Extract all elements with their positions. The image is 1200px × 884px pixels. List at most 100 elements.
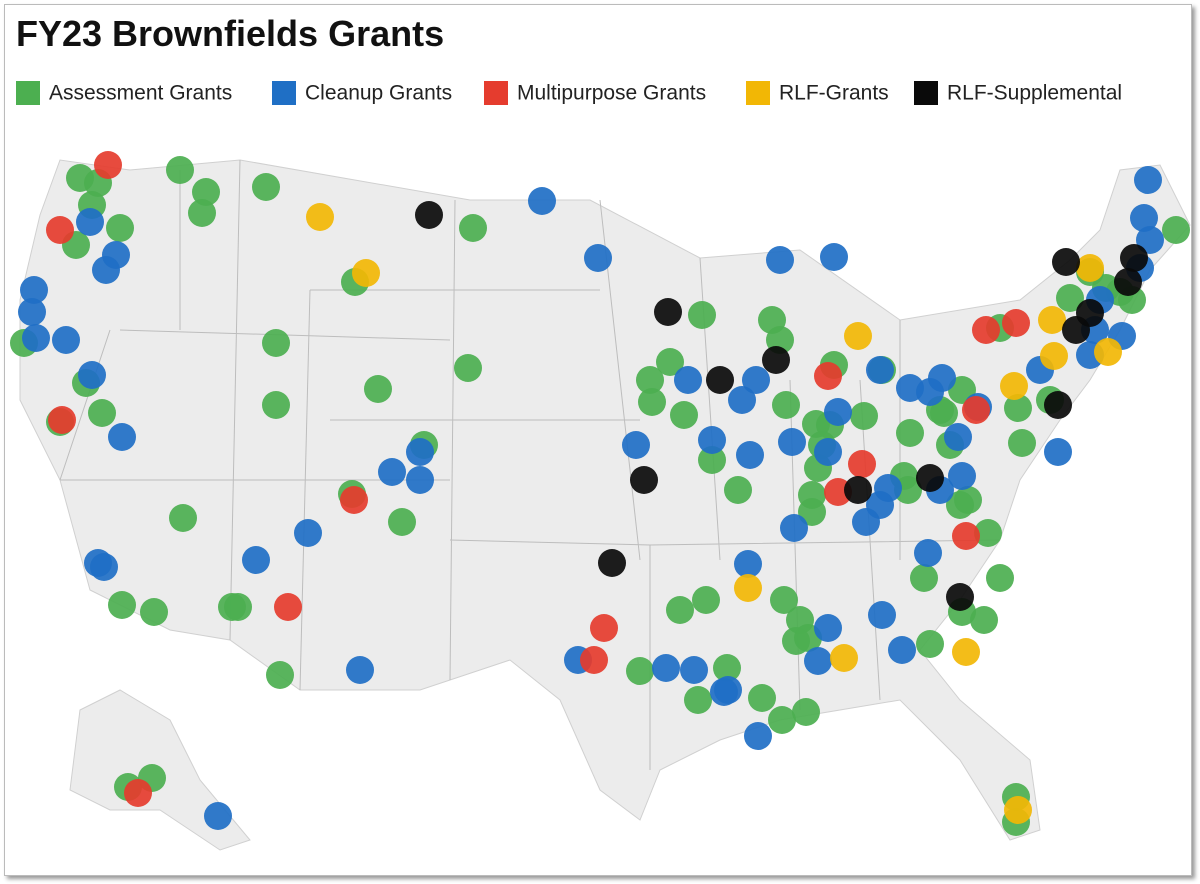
grant-dot bbox=[636, 366, 664, 394]
grant-dot bbox=[830, 644, 858, 672]
grant-dot bbox=[654, 298, 682, 326]
grant-dot bbox=[76, 208, 104, 236]
grant-dot bbox=[962, 396, 990, 424]
grant-dot bbox=[1004, 796, 1032, 824]
legend-swatch bbox=[914, 81, 938, 105]
grant-dot bbox=[844, 322, 872, 350]
grant-dot bbox=[850, 402, 878, 430]
grant-dot bbox=[406, 466, 434, 494]
grant-dot bbox=[459, 214, 487, 242]
grant-dot bbox=[106, 214, 134, 242]
grant-dot bbox=[1044, 438, 1072, 466]
grant-dot bbox=[140, 598, 168, 626]
grant-dot bbox=[946, 583, 974, 611]
grant-dot bbox=[352, 259, 380, 287]
legend-label: RLF-Grants bbox=[779, 82, 889, 105]
grant-dot bbox=[974, 519, 1002, 547]
legend-swatch bbox=[484, 81, 508, 105]
grant-dot bbox=[772, 391, 800, 419]
grant-dot bbox=[713, 654, 741, 682]
grant-dot bbox=[1162, 216, 1190, 244]
grant-dot bbox=[692, 586, 720, 614]
grant-dot bbox=[744, 722, 772, 750]
grant-dot bbox=[972, 316, 1000, 344]
grant-dot bbox=[782, 627, 810, 655]
grant-dot bbox=[108, 423, 136, 451]
grant-dot bbox=[1002, 309, 1030, 337]
grant-dot bbox=[1114, 268, 1142, 296]
grant-dot bbox=[340, 486, 368, 514]
grant-dot bbox=[674, 366, 702, 394]
grant-dot bbox=[528, 187, 556, 215]
grant-dot bbox=[736, 441, 764, 469]
grant-dot bbox=[1040, 342, 1068, 370]
grant-dot bbox=[22, 324, 50, 352]
grant-dot bbox=[780, 514, 808, 542]
grant-dot bbox=[48, 406, 76, 434]
grant-dot bbox=[638, 388, 666, 416]
grant-dot bbox=[928, 364, 956, 392]
legend-label: Multipurpose Grants bbox=[517, 82, 706, 105]
title: FY23 Brownfields Grants bbox=[16, 13, 444, 54]
grant-dot bbox=[952, 638, 980, 666]
grant-dot bbox=[454, 354, 482, 382]
grant-dot bbox=[1094, 338, 1122, 366]
grant-dot bbox=[868, 601, 896, 629]
grant-dot bbox=[762, 346, 790, 374]
grant-dot bbox=[866, 356, 894, 384]
grant-dot bbox=[1044, 391, 1072, 419]
grant-dot bbox=[748, 684, 776, 712]
grant-dot bbox=[52, 326, 80, 354]
grant-dot bbox=[90, 553, 118, 581]
grant-dot bbox=[1120, 244, 1148, 272]
grant-dot bbox=[734, 574, 762, 602]
grant-dot bbox=[844, 476, 872, 504]
grant-dot bbox=[770, 586, 798, 614]
grant-dot bbox=[346, 656, 374, 684]
grant-dot bbox=[415, 201, 443, 229]
grant-dot bbox=[224, 593, 252, 621]
grant-dot bbox=[848, 450, 876, 478]
grant-dot bbox=[108, 591, 136, 619]
legend-label: Assessment Grants bbox=[49, 82, 232, 105]
grant-dot bbox=[1130, 204, 1158, 232]
grant-dot bbox=[684, 686, 712, 714]
grant-dot bbox=[18, 298, 46, 326]
grant-dot bbox=[970, 606, 998, 634]
grant-dot bbox=[364, 375, 392, 403]
grant-dot bbox=[274, 593, 302, 621]
grant-dot bbox=[630, 466, 658, 494]
grant-dot bbox=[1134, 166, 1162, 194]
grant-dot bbox=[728, 386, 756, 414]
grant-dot bbox=[1008, 429, 1036, 457]
grant-dot bbox=[952, 522, 980, 550]
grant-dot bbox=[294, 519, 322, 547]
grant-dot bbox=[914, 539, 942, 567]
grant-dot bbox=[698, 446, 726, 474]
grant-dot bbox=[814, 438, 842, 466]
grant-dot bbox=[1062, 316, 1090, 344]
legend-swatch bbox=[746, 81, 770, 105]
grant-dot bbox=[742, 366, 770, 394]
grant-dot bbox=[1076, 254, 1104, 282]
grant-dot bbox=[598, 549, 626, 577]
grant-dot bbox=[814, 614, 842, 642]
grant-dot bbox=[656, 348, 684, 376]
grant-dot bbox=[916, 464, 944, 492]
grant-dot bbox=[78, 361, 106, 389]
grant-dot bbox=[166, 156, 194, 184]
legend: Assessment Grants Cleanup Grants Multipurp… bbox=[16, 81, 1122, 105]
grant-dot bbox=[766, 246, 794, 274]
grant-dot bbox=[262, 329, 290, 357]
grant-dot bbox=[768, 706, 796, 734]
grant-dot bbox=[169, 504, 197, 532]
grant-dot bbox=[1056, 284, 1084, 312]
grant-dot bbox=[306, 203, 334, 231]
grant-dot bbox=[46, 216, 74, 244]
grant-dot bbox=[1136, 226, 1164, 254]
grant-dot bbox=[124, 779, 152, 807]
grant-dot bbox=[910, 564, 938, 592]
grant-dot bbox=[888, 636, 916, 664]
grant-dot bbox=[820, 243, 848, 271]
